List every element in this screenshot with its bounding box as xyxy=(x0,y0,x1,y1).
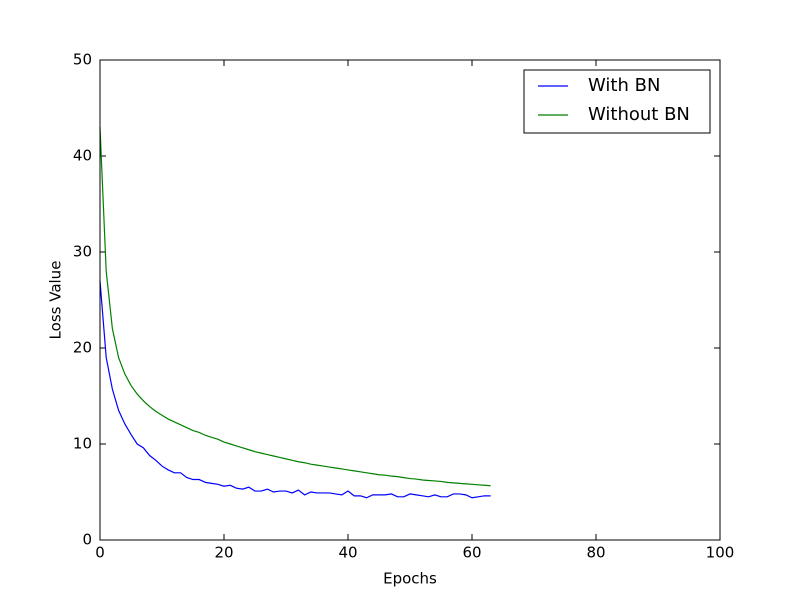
series-line xyxy=(99,280,491,499)
x-tick-label: 80 xyxy=(586,544,605,562)
x-tick-label: 0 xyxy=(95,544,105,562)
y-axis-label: Loss Value xyxy=(47,261,65,340)
x-tick-label: 40 xyxy=(338,544,357,562)
y-tick-label: 20 xyxy=(73,339,92,357)
x-tick-label: 100 xyxy=(706,544,735,562)
legend-label: With BN xyxy=(588,75,660,96)
y-tick-label: 0 xyxy=(82,531,92,549)
legend-box xyxy=(523,69,711,134)
y-tick-label: 40 xyxy=(73,147,92,165)
x-tick-label: 20 xyxy=(214,544,233,562)
x-axis-label: Epochs xyxy=(383,570,437,588)
y-tick-label: 30 xyxy=(73,243,92,261)
y-tick-label: 10 xyxy=(73,435,92,453)
legend-label: Without BN xyxy=(588,104,690,125)
plot-frame xyxy=(99,59,721,541)
x-tick-label: 60 xyxy=(462,544,481,562)
y-tick-label: 50 xyxy=(73,51,92,69)
series-line xyxy=(99,127,491,487)
